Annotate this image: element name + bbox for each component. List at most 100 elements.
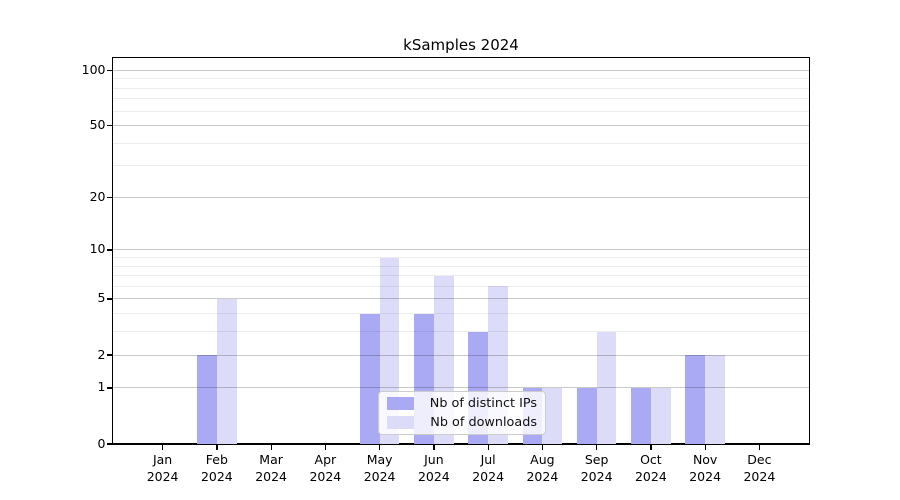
gridline-minor [112,313,810,315]
month-label: May [366,452,393,467]
y-tick-label: 0 [97,435,106,451]
bar-distinct-ips [576,387,597,444]
x-tick-label: Jan 2024 [133,452,193,485]
x-tick [379,445,381,450]
x-tick-label: Dec 2024 [729,452,789,485]
legend-swatch-downloads [387,416,414,429]
month-label: Sep [584,452,609,467]
year-label: 2024 [526,468,559,484]
x-tick [704,445,706,450]
legend-label-distinct-ips: Nb of distinct IPs [429,396,537,411]
gridline-minor [112,285,810,287]
gridline-minor [112,257,810,259]
y-tick-label: 10 [89,241,106,257]
year-label: 2024 [743,468,776,484]
year-label: 2024 [255,468,287,484]
year-label: 2024 [580,468,613,484]
legend-item-downloads: Nb of downloads [387,415,537,430]
y-tick [107,387,112,389]
x-tick-label: Oct 2024 [621,452,681,485]
y-tick-label: 100 [81,61,106,77]
gridline-minor [112,265,810,267]
gridline-major [112,387,810,389]
y-axis-line [112,57,114,445]
y-tick [107,69,112,71]
year-label: 2024 [634,468,667,484]
gridline-minor [112,98,810,100]
gridline-major [112,69,810,71]
month-label: Dec [747,452,772,467]
x-tick-label: Mar 2024 [241,452,301,485]
y-tick-label: 50 [89,117,106,133]
bar-distinct-ips [197,355,217,444]
month-label: Mar [259,452,283,467]
month-label: Jul [480,452,496,467]
bar-downloads [705,355,725,444]
gridline-minor [112,142,810,144]
year-label: 2024 [689,468,722,484]
month-label: Jun [424,452,444,467]
x-tick [541,445,544,450]
x-tick [596,445,598,450]
month-label: Aug [530,452,555,467]
bar-downloads [596,331,617,444]
gridline-major [112,249,810,251]
month-label: Oct [640,452,662,467]
gridline-minor [112,87,810,89]
x-tick-label: May 2024 [350,452,410,485]
bar-distinct-ips [685,355,706,444]
x-tick-label: Nov 2024 [675,452,735,485]
gridline-major [112,125,810,127]
y-tick-label: 20 [89,188,106,204]
year-label: 2024 [146,468,179,484]
y-tick [107,354,112,356]
legend-item-distinct-ips: Nb of distinct IPs [387,396,537,411]
year-label: 2024 [417,468,450,484]
month-label: Apr [314,452,337,467]
x-tick-label: Jul 2024 [458,452,518,485]
chart-title: kSamples 2024 [403,36,519,54]
month-label: Nov [692,452,718,467]
x-tick-label: Aug 2024 [512,452,572,485]
x-tick [324,445,327,450]
legend: Nb of distinct IPs Nb of downloads [378,391,546,435]
gridline-major [112,298,810,300]
gridline-minor [112,275,810,277]
x-tick [216,445,218,450]
legend-label-downloads: Nb of downloads [430,415,537,430]
plot-border-top [112,57,810,59]
bar-distinct-ips [631,387,651,444]
gridline-minor [112,78,810,80]
x-tick-label: Jun 2024 [404,452,464,485]
y-tick [107,443,112,445]
bar-downloads [216,298,237,444]
plot-border-right [808,57,810,445]
year-label: 2024 [472,468,505,484]
year-label: 2024 [363,468,396,484]
y-tick-label: 5 [97,290,106,306]
bar-downloads [650,387,671,444]
gridline-minor [112,331,810,333]
x-tick-label: Sep 2024 [567,452,627,485]
y-tick [107,298,112,300]
legend-swatch-distinct-ips [387,397,414,410]
y-tick [107,249,112,251]
x-tick [487,445,489,450]
x-axis-line [112,443,810,445]
gridline-minor [112,110,810,112]
bar-downloads [542,387,563,444]
gridline-major [112,354,810,356]
gridline-major [112,196,810,198]
gridline-minor [112,165,810,167]
x-tick-label: Apr 2024 [295,452,355,485]
y-tick [107,125,112,127]
x-tick [162,445,164,450]
x-tick [758,445,761,450]
x-tick [650,445,652,450]
y-tick-label: 1 [97,379,106,395]
month-label: Jan [152,452,173,467]
y-tick-label: 2 [97,346,106,362]
x-tick-label: Feb 2024 [187,452,247,485]
